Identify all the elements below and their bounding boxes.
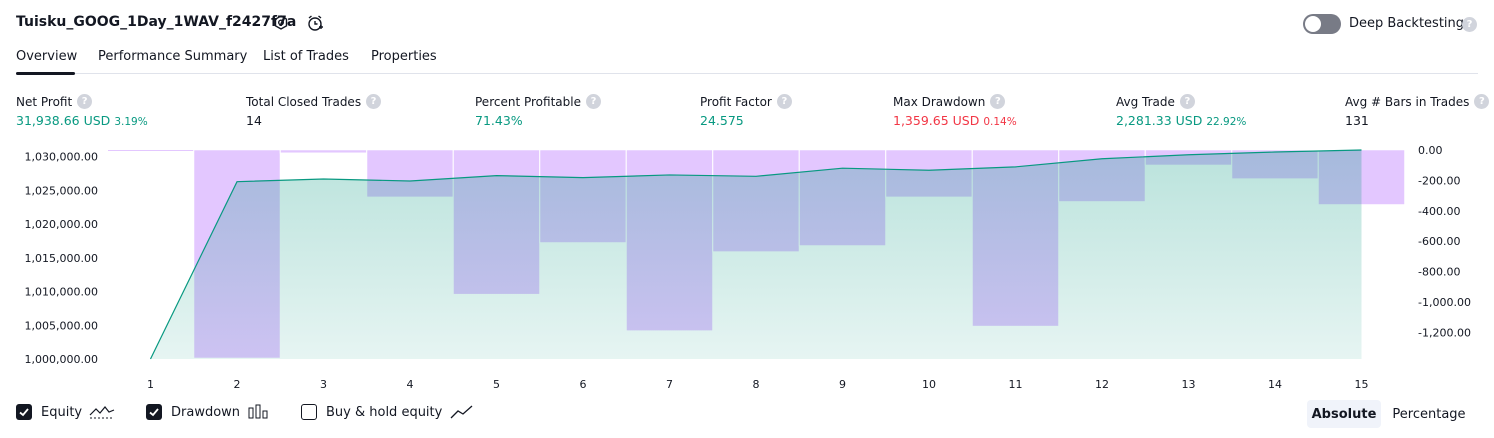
strategy-title: Tuisku_GOOG_1Day_1WAV_f2427f7a [16, 14, 297, 30]
absolute-scale-button[interactable]: Absolute [1307, 400, 1381, 428]
metric-label: Total Closed Trades [246, 94, 362, 109]
checkbox-checked[interactable] [146, 404, 162, 420]
tab-properties[interactable]: Properties [371, 49, 437, 64]
right-axis-tick-label: 0.00 [1418, 144, 1443, 157]
metric-avg-bars-in-trades: Avg # Bars in Trades? 131 [1345, 94, 1490, 128]
equity-drawdown-chart: 1,000,000.00 1,005,000.00 1,010,000.00 1,01… [25, 144, 1471, 391]
info-icon[interactable]: ? [776, 94, 792, 109]
left-axis-tick-label: 1,015,000.00 [25, 252, 98, 265]
right-axis-tick-label: -800.00 [1418, 266, 1460, 279]
tab-overview[interactable]: Overview [16, 49, 78, 64]
right-axis-tick-label: -200.00 [1418, 174, 1460, 187]
help-icon[interactable]: ? [1462, 17, 1477, 32]
x-axis-tick-label: 6 [580, 378, 587, 391]
active-tab-indicator [16, 72, 75, 75]
settings-icon[interactable] [270, 12, 292, 34]
left-axis-tick-label: 1,030,000.00 [25, 151, 98, 164]
drawdown-bar [279, 149, 368, 154]
metric-total-closed-trades: Total Closed Trades? 14 [246, 94, 382, 128]
right-axis-tick-label: -600.00 [1418, 235, 1460, 248]
equity-checkbox[interactable]: Equity [16, 404, 115, 420]
metric-label: Max Drawdown [893, 94, 986, 109]
left-axis-tick-label: 1,005,000.00 [25, 319, 98, 332]
x-axis-tick-label: 10 [922, 378, 936, 391]
equity-line-icon [89, 406, 115, 419]
deep-backtesting-label: Deep Backtesting [1349, 16, 1465, 31]
metric-label: Percent Profitable [475, 94, 581, 109]
x-axis-tick-label: 11 [1009, 378, 1023, 391]
left-axis-tick-label: 1,010,000.00 [25, 286, 98, 299]
metric-value: 1,359.65 USD [893, 113, 980, 128]
metric-max-drawdown: Max Drawdown? 1,359.65 USD 0.14% [893, 94, 1017, 128]
add-alert-icon[interactable] [304, 12, 326, 34]
metric-value: 131 [1345, 113, 1369, 128]
x-axis-tick-label: 12 [1095, 378, 1109, 391]
percentage-scale-button[interactable]: Percentage [1392, 406, 1466, 422]
left-axis-tick-label: 1,000,000.00 [25, 353, 98, 366]
metric-percent: 0.14% [983, 116, 1017, 128]
checkbox-unchecked[interactable] [301, 404, 317, 420]
metric-label: Avg # Bars in Trades [1345, 94, 1470, 109]
metric-value: 14 [246, 113, 262, 128]
x-axis-tick-label: 9 [839, 378, 846, 391]
metric-label: Avg Trade [1116, 94, 1175, 109]
info-icon[interactable]: ? [366, 94, 382, 109]
drawdown-label: Drawdown [171, 404, 241, 420]
tabs-divider [16, 73, 1478, 74]
metric-profit-factor: Profit Factor? 24.575 [700, 94, 792, 128]
tab-performance-summary[interactable]: Performance Summary [98, 49, 248, 64]
info-icon[interactable]: ? [585, 94, 601, 109]
x-axis-tick-label: 3 [320, 378, 327, 391]
checkbox-checked[interactable] [16, 404, 32, 420]
metric-value: 31,938.66 USD [16, 113, 111, 128]
info-icon[interactable]: ? [990, 94, 1006, 109]
metric-value: 24.575 [700, 113, 744, 128]
tab-list-of-trades[interactable]: List of Trades [263, 49, 349, 64]
metric-percent: 3.19% [114, 116, 148, 128]
x-axis-tick-label: 13 [1182, 378, 1196, 391]
info-icon[interactable]: ? [1179, 94, 1195, 109]
trend-line-icon [450, 405, 473, 419]
deep-backtesting-toggle[interactable] [1303, 14, 1341, 34]
equity-label: Equity [41, 404, 83, 420]
drawdown-checkbox[interactable]: Drawdown [146, 404, 270, 420]
metric-avg-trade: Avg Trade? 2,281.33 USD 22.92% [1116, 94, 1246, 128]
info-icon[interactable]: ? [77, 94, 93, 109]
left-axis-tick-label: 1,025,000.00 [25, 184, 98, 197]
metric-percent-profitable: Percent Profitable? 71.43% [475, 94, 601, 128]
toggle-knob [1305, 16, 1321, 32]
metric-percent: 22.92% [1206, 116, 1247, 128]
metric-value: 71.43% [475, 113, 523, 128]
buy-and-hold-label: Buy & hold equity [326, 404, 443, 420]
metric-label: Net Profit [16, 94, 73, 109]
drawdown-bars-icon [248, 404, 268, 419]
equity-line [149, 149, 1362, 360]
right-axis-tick-label: -1,200.00 [1418, 326, 1471, 339]
x-axis-tick-label: 14 [1268, 378, 1282, 391]
right-axis-tick-label: -400.00 [1418, 205, 1460, 218]
x-axis-tick-label: 4 [407, 378, 414, 391]
equity-area [150, 150, 1362, 359]
x-axis-tick-label: 1 [147, 378, 154, 391]
x-axis-tick-label: 15 [1355, 378, 1369, 391]
left-axis-tick-label: 1,020,000.00 [25, 218, 98, 231]
x-axis-tick-label: 2 [234, 378, 241, 391]
metric-label: Profit Factor [700, 94, 772, 109]
info-icon[interactable]: ? [1474, 94, 1490, 109]
x-axis-tick-label: 8 [753, 378, 760, 391]
metric-value: 2,281.33 USD [1116, 113, 1203, 128]
metric-net-profit: Net Profit? 31,938.66 USD 3.19% [16, 94, 148, 128]
buy-and-hold-checkbox[interactable]: Buy & hold equity [301, 404, 474, 420]
x-axis-tick-label: 7 [666, 378, 673, 391]
x-axis-tick-label: 5 [493, 378, 500, 391]
right-axis-tick-label: -1,000.00 [1418, 296, 1471, 309]
